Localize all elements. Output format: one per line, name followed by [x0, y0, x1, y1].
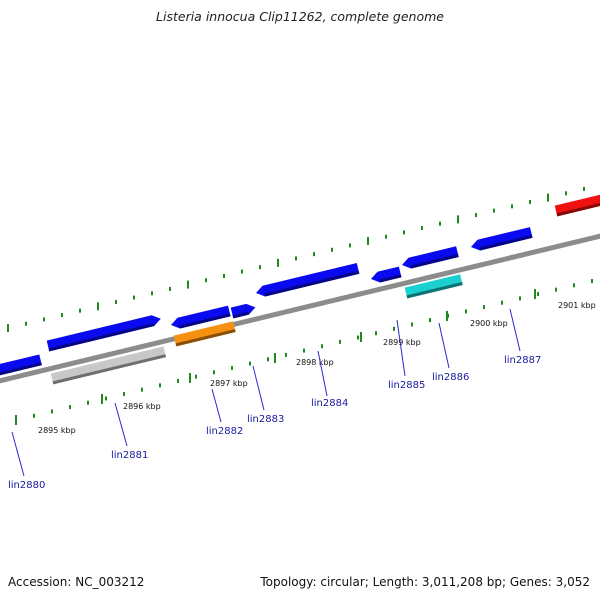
gene-label-lin2883[interactable]: lin2883 [247, 414, 284, 425]
leader-line [211, 388, 222, 423]
gene-body [0, 354, 42, 376]
gene-feature-2[interactable] [50, 346, 167, 385]
gene-shadow [52, 354, 167, 385]
gene-feature-8[interactable] [401, 246, 459, 270]
leader-line [438, 322, 450, 369]
gene-labels: lin2880 lin2881 lin2882 lin2883 lin2884 lin28… [8, 308, 541, 491]
lower-minor-tick-row [15, 278, 593, 423]
accession-text: Accession: NC_003212 [8, 575, 145, 589]
gene-feature-4[interactable] [170, 305, 231, 331]
gene-lin2887[interactable] [470, 227, 533, 252]
gene-lin2883[interactable] [230, 302, 257, 319]
leader-line [317, 350, 328, 397]
gene-body [50, 346, 167, 385]
leader-line [396, 319, 406, 377]
gene-feature-11[interactable] [554, 192, 600, 217]
genome-summary-text: Topology: circular; Length: 3,011,208 bp… [260, 575, 590, 589]
gene-lin2885[interactable] [370, 266, 402, 285]
leader-line [509, 308, 521, 352]
tick-label: 2901 kbp [558, 301, 596, 310]
gene-body [173, 321, 236, 347]
gene-body [256, 262, 360, 297]
gene-shadow [175, 329, 236, 347]
tick-label: 2898 kbp [296, 358, 334, 367]
gene-label-lin2881[interactable]: lin2881 [111, 450, 148, 461]
tick-label: 2900 kbp [470, 319, 508, 328]
gene-body [554, 192, 600, 217]
gene-shadow [232, 311, 249, 319]
gene-label-lin2885[interactable]: lin2885 [388, 380, 425, 391]
gene-body [404, 274, 463, 299]
gene-body [471, 227, 533, 251]
gene-shadow [410, 254, 459, 269]
gene-shadow [379, 274, 402, 283]
leader-line [11, 431, 25, 477]
gene-shadow [179, 313, 231, 329]
gene-lin2882[interactable] [173, 321, 236, 347]
upper-minor-tick-row [7, 186, 585, 333]
tick-label: 2897 kbp [210, 379, 248, 388]
map-title: Listeria innocua Clip11262, complete gen… [156, 9, 444, 24]
gene-label-lin2882[interactable]: lin2882 [206, 426, 243, 437]
gene-lin2881[interactable] [46, 313, 162, 352]
gene-body [402, 246, 459, 269]
gene-shadow [406, 282, 463, 299]
gene-lin2884[interactable] [255, 262, 360, 298]
tick-label: 2896 kbp [123, 402, 161, 411]
gene-shadow [556, 200, 600, 217]
tick-label: 2899 kbp [383, 338, 421, 347]
gene-shadow [479, 234, 533, 251]
gene-lin2886[interactable] [404, 274, 463, 299]
tick-label: 2895 kbp [38, 426, 76, 435]
leader-line [114, 402, 128, 447]
gene-shadow [48, 323, 155, 352]
gene-features [0, 192, 600, 385]
gene-label-lin2880[interactable]: lin2880 [8, 480, 45, 491]
gene-shadow [0, 362, 42, 376]
gene-shadow [264, 270, 360, 297]
gene-label-lin2886[interactable]: lin2886 [432, 372, 469, 383]
position-ticks: 2895 kbp 2896 kbp 2897 kbp 2898 kbp 2899 kbp… [15, 289, 596, 435]
leader-line [252, 365, 265, 411]
gene-body [171, 305, 231, 329]
genome-backbone [0, 233, 600, 384]
gene-label-lin2887[interactable]: lin2887 [504, 355, 541, 366]
gene-lin2880[interactable] [0, 354, 42, 377]
gene-label-lin2884[interactable]: lin2884 [311, 398, 348, 409]
